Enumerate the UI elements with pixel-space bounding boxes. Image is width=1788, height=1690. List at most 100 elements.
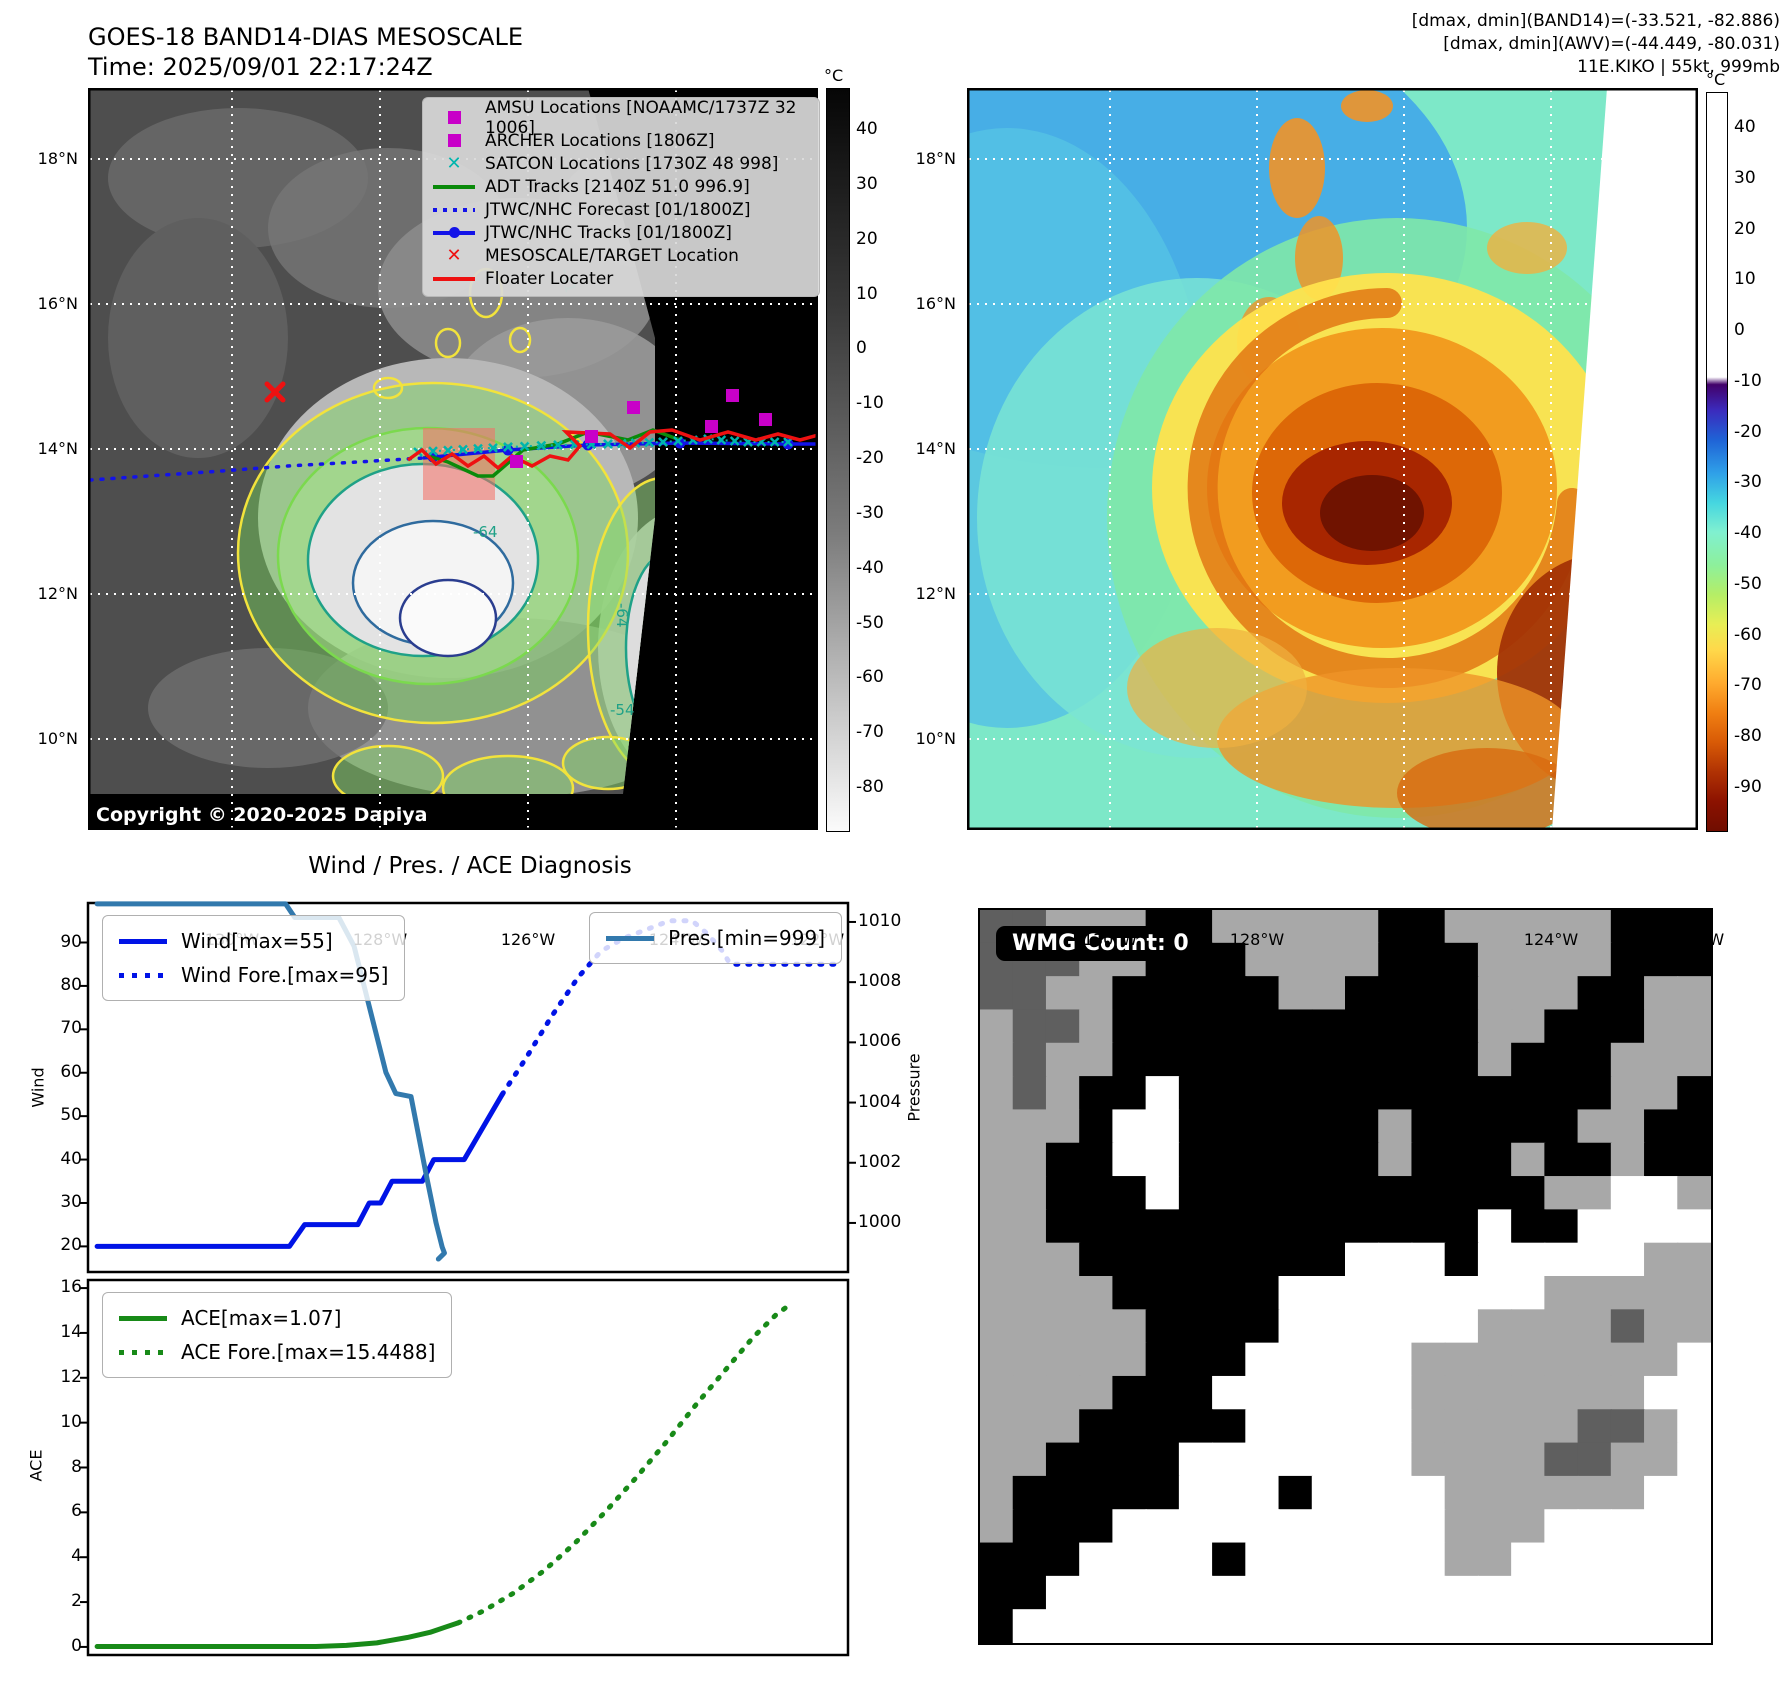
wmg-cell [1045,1375,1081,1411]
colorbar-tick: 20 [1734,218,1756,239]
wmg-cell [980,1076,1014,1111]
colorbar-tick: 0 [856,338,867,359]
wmg-cell [1511,976,1546,1011]
wmg-cell [1345,1542,1380,1577]
wmg-cell [1145,1209,1180,1244]
wmg-cell [1345,1276,1380,1311]
wmg-cell [1079,1575,1114,1611]
wmg-cell [1012,1475,1047,1511]
wmg-cell [1411,1309,1446,1344]
wmg-cell [1178,1209,1214,1244]
satcon-x-marker [473,443,483,454]
legend-label: SATCON Locations [1730Z 48 998] [485,153,779,174]
wmg-cell [1477,1209,1513,1244]
legend-line-dot-icon [423,227,485,238]
wmg-cell [1477,976,1513,1011]
chart-legend-item: Pres.[min=999] [606,921,825,955]
wmg-cell [1444,1009,1479,1044]
wmg-cell [1511,1609,1546,1643]
wmg-cell [1012,1009,1047,1044]
wmg-cell [1577,1042,1612,1078]
wmg-cell [1411,1342,1446,1377]
legend-x-icon: ✕ [446,153,462,174]
wmg-cell [1544,1176,1579,1211]
wmg-cell [1544,1309,1579,1344]
wmg-cell [1644,1575,1679,1611]
wmg-cell [1112,976,1147,1011]
wmg-cell [1577,1242,1612,1277]
wmg-cell [1544,1609,1579,1643]
wmg-cell [1245,1209,1280,1244]
wmg-cell [1311,1475,1346,1511]
wmg-cell [1045,1176,1081,1211]
wmg-cell [1610,1542,1646,1577]
wmg-cell [1212,1209,1247,1244]
satcon-x-marker [536,440,547,451]
wmg-cell [1378,1342,1413,1377]
wmg-cell [1079,976,1114,1011]
wmg-cell [1278,1409,1313,1444]
wmg-cell [1610,1242,1646,1277]
wmg-cell [1378,1409,1413,1444]
wmg-cell [1311,910,1346,944]
wmg-cell [1012,1242,1047,1277]
chart-legend: Pres.[min=999] [589,912,842,964]
wmg-cell [1145,1575,1180,1611]
wmg-cell [1544,910,1579,944]
colorbar-tick: -60 [1734,624,1762,645]
wmg-cell [1112,1276,1147,1311]
wmg-cell [1311,1142,1346,1178]
wmg-cell [1544,1509,1579,1544]
satcon-x-marker [503,442,513,452]
colorbar-tick: -60 [856,667,884,688]
wmg-cell [1212,1575,1247,1611]
wmg-cell [1477,1176,1513,1211]
wmg-cell [1345,1609,1380,1643]
lat-label: 18°N [915,149,956,168]
wmg-cell [1178,1042,1214,1078]
wmg-cell [1511,1176,1546,1211]
wmg-cell [1345,1242,1380,1277]
wmg-cell [1544,1475,1579,1511]
wmg-cell [1677,1209,1711,1244]
wmg-cell [1411,1009,1446,1044]
wmg-cell [1477,942,1513,978]
wmg-cell [1577,1276,1612,1311]
wmg-cell [1045,1609,1081,1643]
wmg-cell [1012,1176,1047,1211]
wmg-cell [1477,1475,1513,1511]
wmg-cell [1245,1042,1280,1078]
satcon-x-marker [658,437,668,447]
wmg-cell [1012,1276,1047,1311]
chart-legend-item: ACE Fore.[max=15.4488] [119,1335,435,1369]
wmg-cell [1444,1442,1479,1477]
wmg-cell [1610,1475,1646,1511]
wmg-cell [1378,1475,1413,1511]
wmg-cell [1444,1176,1479,1211]
legend-item: ✕ MESOSCALE/TARGET Location [423,244,819,267]
wmg-cell [1345,1042,1380,1078]
panel-title-block: GOES-18 BAND14-DIAS MESOSCALE Time: 2025… [88,22,523,82]
wmg-cell [1477,1609,1513,1643]
satcon-x-marker [729,436,740,446]
wmg-cell [1610,1575,1646,1611]
satcon-x-marker [458,444,468,455]
wmg-cell [1278,1109,1313,1144]
colorbar-tick: -10 [1734,370,1762,391]
wmg-cell [1610,1375,1646,1411]
wmg-cell [1378,1142,1413,1178]
wmg-cell [980,1176,1014,1211]
wmg-cell [1644,910,1679,944]
lat-label: 14°N [37,439,78,458]
wmg-cell [1345,1142,1380,1178]
dmax-band14: [dmax, dmin](BAND14)=(-33.521, -82.886) [1411,11,1780,31]
wmg-cell [1079,1242,1114,1277]
wmg-cell [1311,1609,1346,1643]
wmg-cell [1012,1409,1047,1444]
wmg-cell [1278,1442,1313,1477]
wmg-cell [980,1409,1014,1444]
wmg-cell [1677,976,1711,1011]
wmg-cell [1045,1409,1081,1444]
wmg-cell [1112,1142,1147,1178]
wmg-cell [1045,1542,1081,1577]
